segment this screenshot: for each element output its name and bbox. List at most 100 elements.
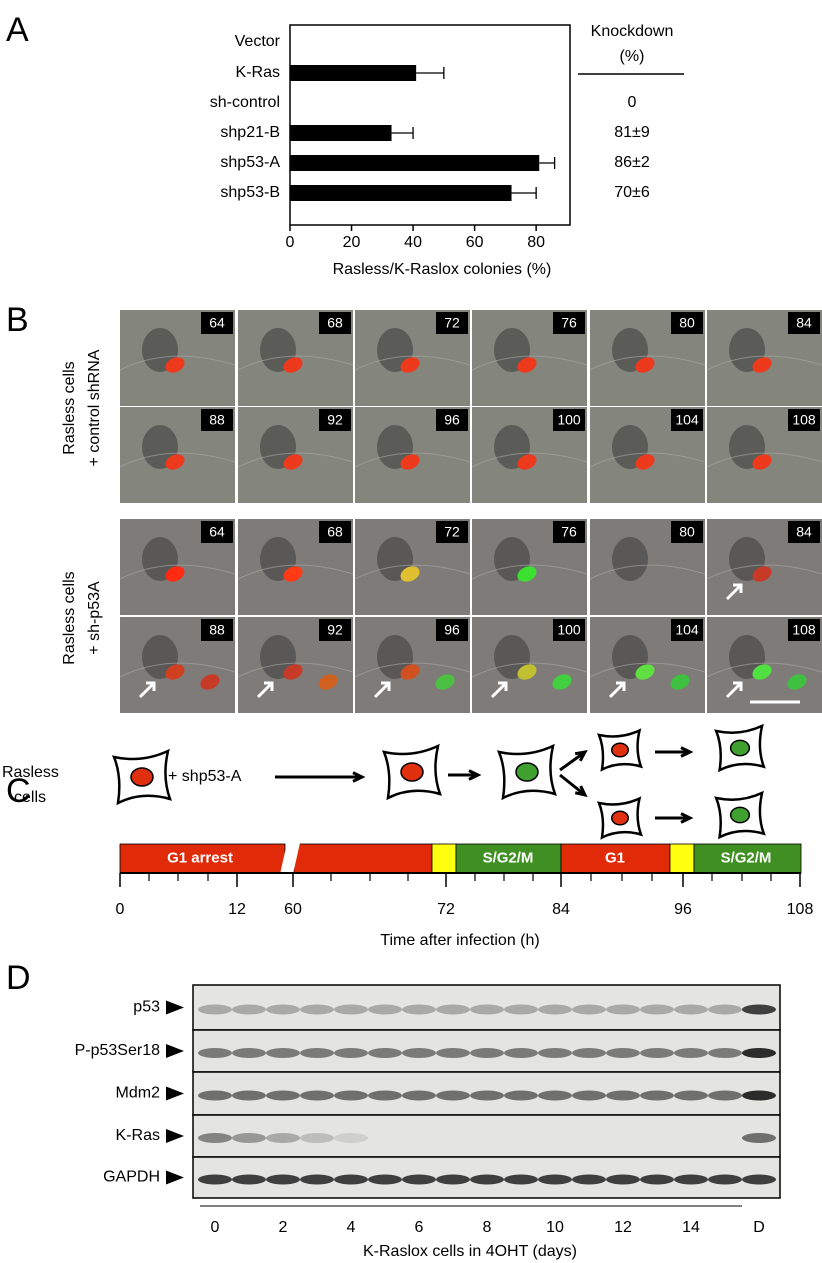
bar	[290, 65, 417, 81]
blot-band	[334, 1048, 368, 1058]
cell-outline	[471, 452, 588, 468]
time-badge	[788, 619, 820, 641]
group-title: Rasless cells	[61, 361, 78, 454]
blot-band	[300, 1174, 334, 1185]
arrow	[655, 812, 694, 824]
x-tick-label: 84	[552, 901, 570, 918]
lane-label: 10	[546, 1219, 564, 1236]
bar	[290, 185, 512, 201]
nucleus	[283, 357, 303, 373]
arrow	[725, 681, 743, 699]
microscopy-frame: 108	[706, 617, 822, 713]
time-label: 68	[327, 524, 343, 540]
arrow	[275, 771, 366, 783]
time-badge	[788, 312, 820, 334]
time-badge	[201, 312, 233, 334]
panel-letter: D	[6, 959, 31, 997]
nucleus	[400, 566, 420, 582]
blot-band	[708, 1090, 742, 1101]
phase-bar	[119, 843, 286, 874]
blot-band	[742, 1174, 776, 1185]
blot-band	[232, 1090, 266, 1101]
time-badge	[671, 409, 703, 431]
cell-outline	[237, 452, 354, 468]
pointer	[166, 1170, 184, 1185]
cell-outline	[706, 662, 822, 678]
blot-band	[198, 1133, 232, 1143]
protein-label: GAPDH	[103, 1169, 160, 1186]
nucleus-drawing	[729, 739, 751, 757]
time-badge	[671, 619, 703, 641]
blot-band	[640, 1048, 674, 1058]
blot-band	[470, 1174, 504, 1185]
blot-band	[266, 1048, 300, 1058]
protein-label: p53	[133, 999, 160, 1016]
blot-band	[266, 1133, 300, 1143]
nucleus	[517, 357, 537, 373]
blot-band	[232, 1174, 266, 1185]
nucleus	[400, 664, 420, 680]
arrow	[138, 681, 156, 699]
blot-band	[674, 1004, 708, 1015]
blot-band	[742, 1004, 776, 1015]
microscopy-frame: 72	[354, 519, 471, 615]
cell-outline	[589, 452, 706, 468]
blot-band	[402, 1004, 436, 1015]
protein-label: Mdm2	[116, 1085, 161, 1102]
nucleus-drawing	[611, 742, 629, 758]
cell-outline	[354, 662, 471, 678]
knockdown-value: 0	[628, 94, 637, 111]
time-badge	[788, 409, 820, 431]
phase-bar	[560, 843, 671, 874]
nucleus	[318, 674, 338, 690]
blot-band	[436, 1174, 470, 1185]
time-label: 100	[557, 412, 581, 428]
nucleus	[165, 454, 185, 470]
blot-band	[538, 1004, 572, 1015]
microscopy-frame: 96	[354, 407, 471, 503]
microscopy-frame: 64	[119, 310, 236, 406]
nucleus	[283, 664, 303, 680]
microscopy-frame: 100	[471, 407, 588, 503]
x-axis-label: K-Raslox cells in 4OHT (days)	[363, 1243, 577, 1260]
lane-label: 6	[415, 1219, 424, 1236]
nucleus	[670, 674, 690, 690]
lane-label: 12	[614, 1219, 632, 1236]
blot-band	[232, 1004, 266, 1015]
nucleus	[752, 664, 772, 680]
blot-band	[232, 1133, 266, 1143]
blot-band	[538, 1090, 572, 1101]
x-tick-label: 108	[787, 901, 814, 918]
x-tick-label: 20	[343, 234, 361, 251]
time-badge	[319, 521, 351, 543]
time-badge	[553, 619, 585, 641]
time-label: 96	[444, 622, 460, 638]
blot-band	[504, 1004, 538, 1015]
blot-strip	[192, 1114, 781, 1158]
blot-band	[606, 1004, 640, 1015]
blot-band	[504, 1174, 538, 1185]
cell-outline	[706, 452, 822, 468]
blot-band	[334, 1004, 368, 1015]
knockdown-value: 86±2	[614, 154, 650, 171]
blot-band	[436, 1048, 470, 1058]
time-label: 72	[444, 315, 460, 331]
nucleus	[752, 357, 772, 373]
arrow	[725, 583, 743, 601]
lane-label: 8	[483, 1219, 492, 1236]
blot-band	[368, 1090, 402, 1101]
arrow	[448, 769, 482, 781]
nucleus-drawing	[130, 767, 154, 787]
x-tick-label: 40	[404, 234, 422, 251]
error-bar	[539, 157, 556, 169]
blot-band	[674, 1048, 708, 1058]
phase-bar	[293, 843, 433, 874]
bar	[290, 155, 540, 171]
time-label: 96	[444, 412, 460, 428]
blot-band	[538, 1174, 572, 1185]
blot-band	[300, 1048, 334, 1058]
cell-outline	[589, 355, 706, 371]
blot-band	[266, 1174, 300, 1185]
arrow	[608, 681, 626, 699]
